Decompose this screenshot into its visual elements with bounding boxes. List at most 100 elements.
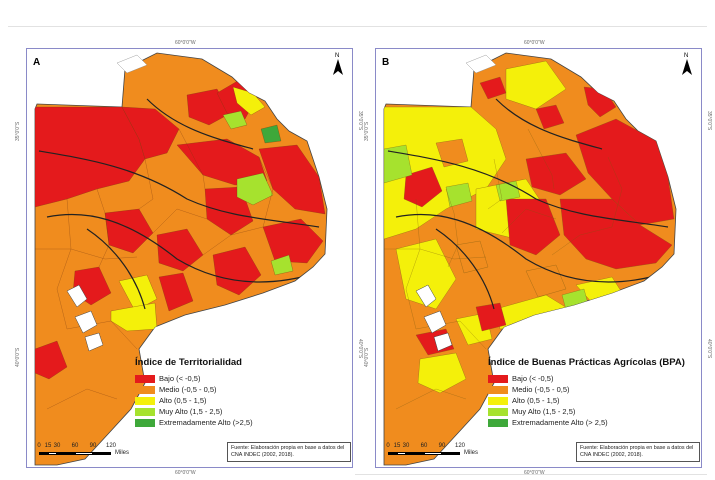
legend-swatch-muy-alto xyxy=(135,407,155,416)
legend-label: Muy Alto (1,5 - 2,5) xyxy=(159,407,223,416)
legend-swatch-alto xyxy=(135,396,155,405)
north-arrow-icon xyxy=(682,59,692,75)
region-bajo xyxy=(475,302,507,332)
region-alto xyxy=(505,60,567,110)
region-bajo xyxy=(559,198,673,270)
legend-swatch-medio xyxy=(135,385,155,394)
legend-title: Índice de Buenas Prácticas Agrícolas (BP… xyxy=(488,357,685,368)
scale-tick: 120 xyxy=(105,443,117,449)
longitude-label-bottom: 60°0'0"W xyxy=(175,470,196,476)
top-divider xyxy=(8,26,707,27)
region-medio xyxy=(455,240,489,274)
scale-bar: 0 15 30 60 90 120 Miles xyxy=(37,443,157,463)
panel-letter-a: A xyxy=(33,57,41,68)
legend-swatch-muy-alto xyxy=(488,407,508,416)
legend-item: Muy Alto (1,5 - 2,5) xyxy=(488,406,685,417)
legend-item: Extremadamente Alto (> 2,5) xyxy=(488,417,685,428)
legend-item: Alto (0,5 - 1,5) xyxy=(488,395,685,406)
legend-title: Índice de Territorialidad xyxy=(135,357,242,368)
legend-swatch-alto xyxy=(488,396,508,405)
legend-label: Extremadamente Alto (>2,5) xyxy=(159,418,253,427)
region-alto xyxy=(395,238,457,310)
legend-item: Medio (-0,5 - 0,5) xyxy=(135,384,253,395)
region-muy-alto xyxy=(270,254,294,276)
bottom-divider xyxy=(355,474,707,475)
legend-territorialidad: Índice de Territorialidad Bajo (< -0,5) … xyxy=(135,357,253,428)
scale-tick: 60 xyxy=(420,443,428,449)
region-bajo xyxy=(403,166,443,208)
scale-tick: 0 xyxy=(386,443,390,449)
region-bajo xyxy=(575,118,675,226)
region-bajo xyxy=(121,106,180,160)
longitude-label-top: 60°0'0"W xyxy=(175,40,196,46)
region-muy-alto xyxy=(445,182,473,208)
legend-label: Alto (0,5 - 1,5) xyxy=(512,396,560,405)
source-note: Fuente: Elaboración propia en base a dat… xyxy=(576,442,700,462)
latitude-label-left-lower: 40°0'0"S xyxy=(364,347,370,367)
north-arrow-icon xyxy=(333,59,343,75)
north-label: N xyxy=(684,53,689,59)
legend-label: Bajo (< -0,5) xyxy=(159,374,201,383)
legend-label: Bajo (< -0,5) xyxy=(512,374,554,383)
region-extremadamente-alto xyxy=(260,124,282,144)
longitude-label-bottom: 60°0'0"W xyxy=(524,470,545,476)
latitude-label-right-upper: 35°0'0"S xyxy=(706,111,712,131)
region-bajo xyxy=(479,76,507,100)
region-bajo xyxy=(158,272,194,312)
legend-item: Extremadamente Alto (>2,5) xyxy=(135,417,253,428)
longitude-label-top: 60°0'0"W xyxy=(524,40,545,46)
legend-item: Medio (-0,5 - 0,5) xyxy=(488,384,685,395)
panel-letter-b: B xyxy=(382,57,390,68)
north-arrow: N xyxy=(332,53,344,79)
region-muy-alto xyxy=(236,172,274,206)
region-bajo xyxy=(35,340,68,380)
scale-unit: Miles xyxy=(464,450,479,456)
scale-tick: 0 xyxy=(37,443,41,449)
legend-swatch-bajo xyxy=(135,374,155,383)
map-panel-b: 60°0'0"W 60°0'0"W 35°0'0"S 40°0'0"S 35°0… xyxy=(364,40,712,476)
legend-label: Medio (-0,5 - 0,5) xyxy=(159,385,217,394)
region-muy-alto xyxy=(222,110,248,130)
latitude-label-left-upper: 35°0'0"S xyxy=(15,121,21,141)
legend-swatch-medio xyxy=(488,385,508,394)
map-panel-a: 60°0'0"W 60°0'0"W 35°0'0"S 40°0'0"S 35°0… xyxy=(15,40,363,476)
legend-item: Bajo (< -0,5) xyxy=(488,373,685,384)
region-bajo xyxy=(505,198,561,256)
region-medio xyxy=(435,138,469,168)
map-buenos-aires-territorialidad xyxy=(27,49,352,467)
region-bajo xyxy=(262,218,324,264)
legend-swatch-extremadamente-alto xyxy=(488,418,508,427)
latitude-label-right-lower: 40°0'0"S xyxy=(357,339,363,359)
latitude-label-right-upper: 35°0'0"S xyxy=(357,111,363,131)
region-bajo xyxy=(525,152,587,196)
scale-tick: 60 xyxy=(71,443,79,449)
scale-tick: 120 xyxy=(454,443,466,449)
scale-tick: 15 xyxy=(393,443,401,449)
region-bajo xyxy=(156,228,204,272)
scale-tick: 15 xyxy=(44,443,52,449)
scale-tick: 90 xyxy=(438,443,446,449)
north-arrow: N xyxy=(681,53,693,79)
latitude-label-right-lower: 40°0'0"S xyxy=(706,339,712,359)
region-alto xyxy=(110,302,158,332)
north-label: N xyxy=(335,53,340,59)
region-bajo xyxy=(212,246,262,296)
legend-item: Muy Alto (1,5 - 2,5) xyxy=(135,406,253,417)
legend-label: Medio (-0,5 - 0,5) xyxy=(512,385,570,394)
latitude-label-left-upper: 35°0'0"S xyxy=(364,121,370,141)
latitude-label-left-lower: 40°0'0"S xyxy=(15,347,21,367)
legend-label: Muy Alto (1,5 - 2,5) xyxy=(512,407,576,416)
map-buenos-aires-bpa xyxy=(376,49,701,467)
legend-item: Alto (0,5 - 1,5) xyxy=(135,395,253,406)
legend-item: Bajo (< -0,5) xyxy=(135,373,253,384)
legend-label: Extremadamente Alto (> 2,5) xyxy=(512,418,608,427)
legend-bpa: Índice de Buenas Prácticas Agrícolas (BP… xyxy=(488,357,685,428)
region-alto xyxy=(417,352,467,394)
region-alto xyxy=(118,274,158,312)
scale-tick: 90 xyxy=(89,443,97,449)
scale-bar: 0 15 30 60 90 120 Miles xyxy=(386,443,506,463)
source-note: Fuente: Elaboración propia en base a dat… xyxy=(227,442,351,462)
scale-tick: 30 xyxy=(402,443,410,449)
region-bajo xyxy=(535,104,565,130)
scale-tick: 30 xyxy=(53,443,61,449)
